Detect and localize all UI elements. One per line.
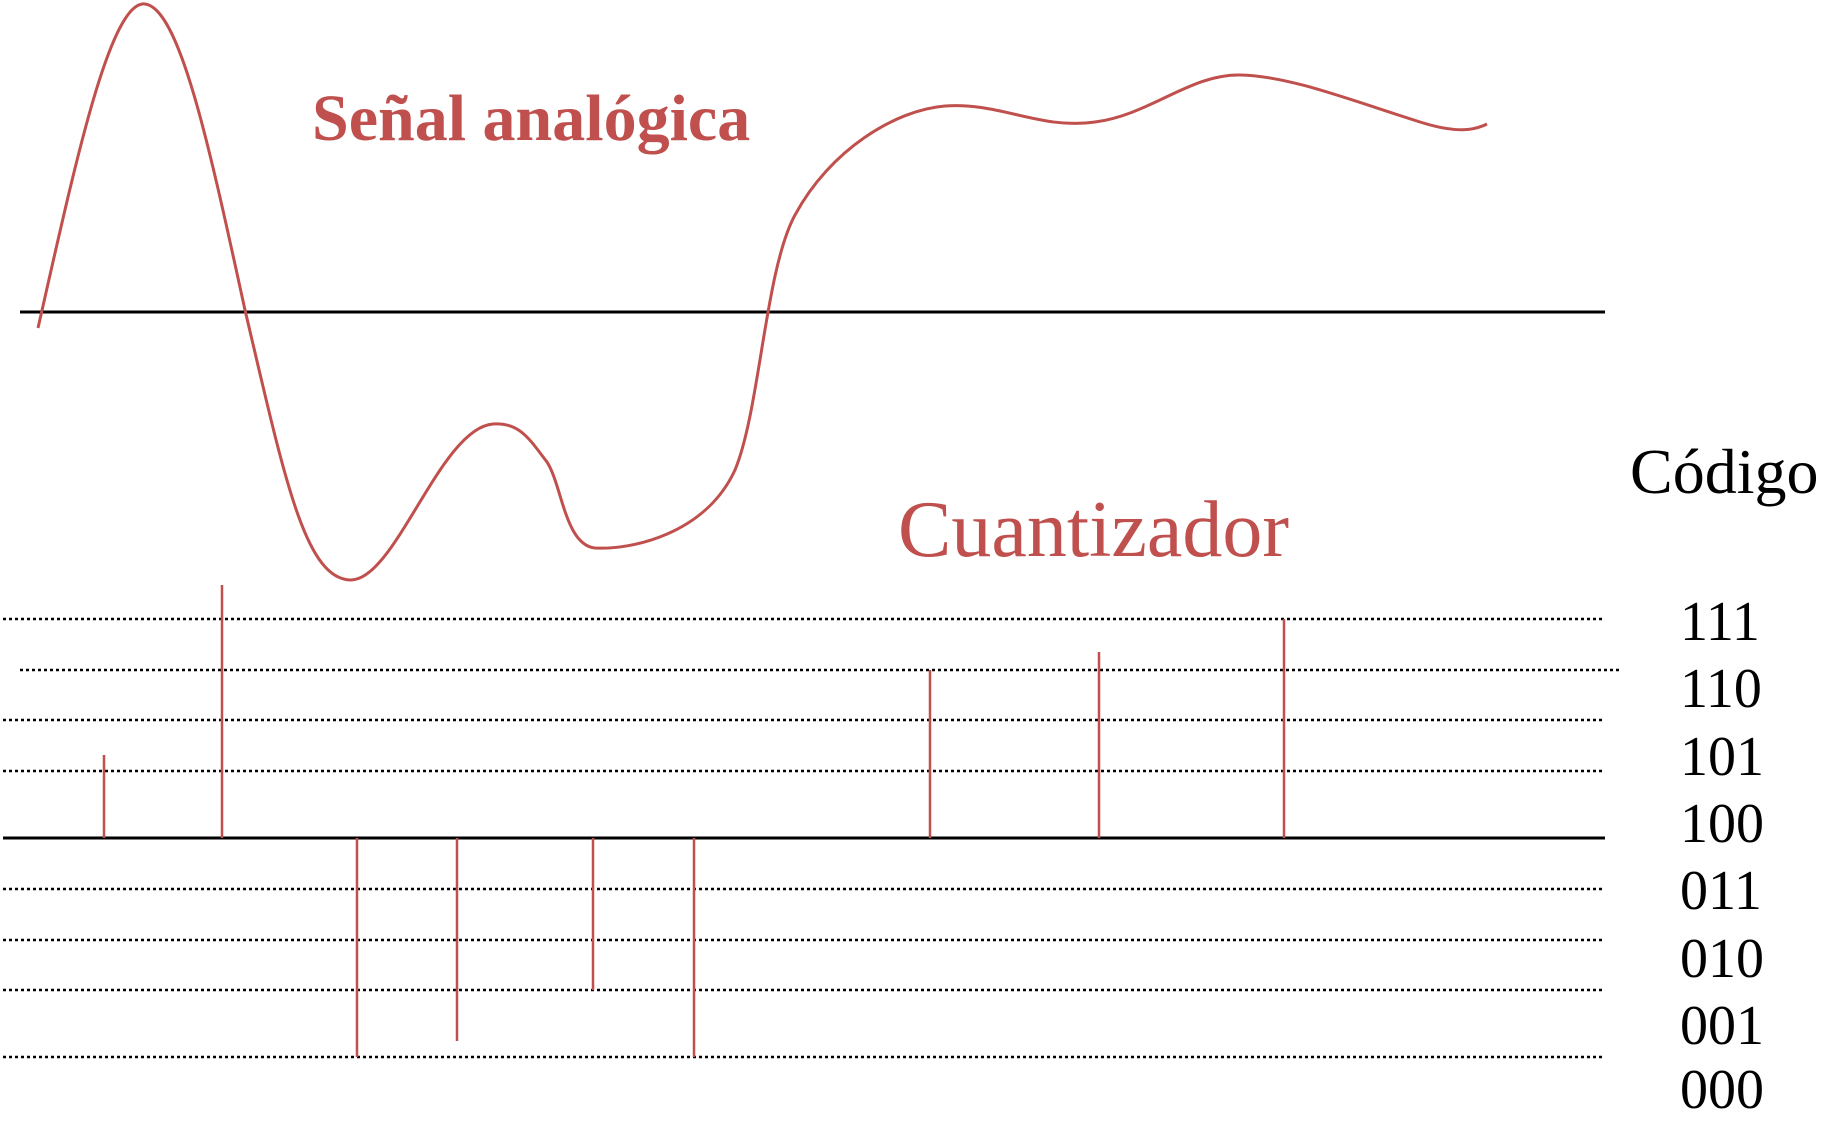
code-label: 100 bbox=[1680, 793, 1764, 855]
code-label: 001 bbox=[1680, 995, 1764, 1057]
code-label: 011 bbox=[1680, 860, 1762, 922]
code-label: 010 bbox=[1680, 928, 1764, 990]
code-label: 000 bbox=[1680, 1059, 1764, 1121]
analog-signal-title: Señal analógica bbox=[312, 82, 751, 155]
quantizer-title: Cuantizador bbox=[898, 486, 1289, 574]
code-label: 110 bbox=[1680, 658, 1762, 720]
analog-signal-curve bbox=[36, 2, 1488, 582]
code-label: 111 bbox=[1680, 591, 1760, 653]
code-header: Código bbox=[1630, 436, 1819, 507]
code-label: 101 bbox=[1680, 726, 1764, 788]
